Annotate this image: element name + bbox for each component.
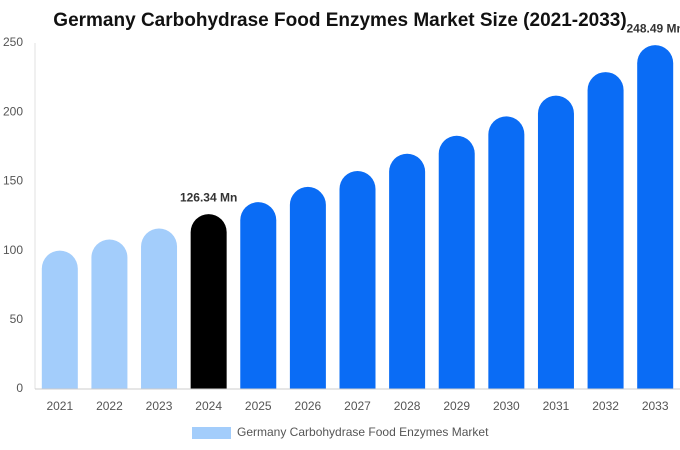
legend-label: Germany Carbohydrase Food Enzymes Market	[237, 425, 489, 439]
x-tick-label: 2030	[493, 399, 520, 413]
y-tick-label: 150	[3, 174, 23, 188]
bar	[91, 239, 128, 389]
x-tick-label: 2024	[195, 399, 222, 413]
bar	[41, 250, 78, 389]
x-tick-label: 2033	[642, 399, 669, 413]
x-tick-label: 2032	[592, 399, 619, 413]
x-tick-label: 2021	[46, 399, 73, 413]
bar	[289, 186, 326, 389]
x-tick-label: 2031	[543, 399, 570, 413]
bar	[537, 95, 574, 389]
x-tick-label: 2022	[96, 399, 123, 413]
bar	[438, 135, 475, 389]
x-tick-label: 2026	[295, 399, 322, 413]
x-tick-label: 2025	[245, 399, 272, 413]
bar	[141, 228, 178, 389]
data-label: 248.49 Mn	[627, 21, 680, 35]
data-label: 126.34 Mn	[180, 190, 237, 204]
y-tick-label: 250	[3, 35, 23, 49]
x-tick-label: 2029	[443, 399, 470, 413]
y-tick-label: 0	[16, 381, 23, 395]
y-tick-label: 100	[3, 243, 23, 257]
legend-swatch	[192, 427, 231, 439]
y-tick-label: 50	[10, 312, 24, 326]
bar	[339, 171, 376, 389]
bar	[190, 214, 227, 389]
x-tick-label: 2028	[394, 399, 421, 413]
bar	[488, 116, 525, 389]
bar	[587, 72, 624, 390]
bar	[637, 45, 674, 389]
bar	[240, 202, 277, 389]
x-tick-label: 2023	[146, 399, 173, 413]
chart-title: Germany Carbohydrase Food Enzymes Market…	[53, 10, 626, 31]
x-tick-label: 2027	[344, 399, 371, 413]
bar	[389, 153, 426, 389]
y-tick-label: 200	[3, 104, 23, 118]
